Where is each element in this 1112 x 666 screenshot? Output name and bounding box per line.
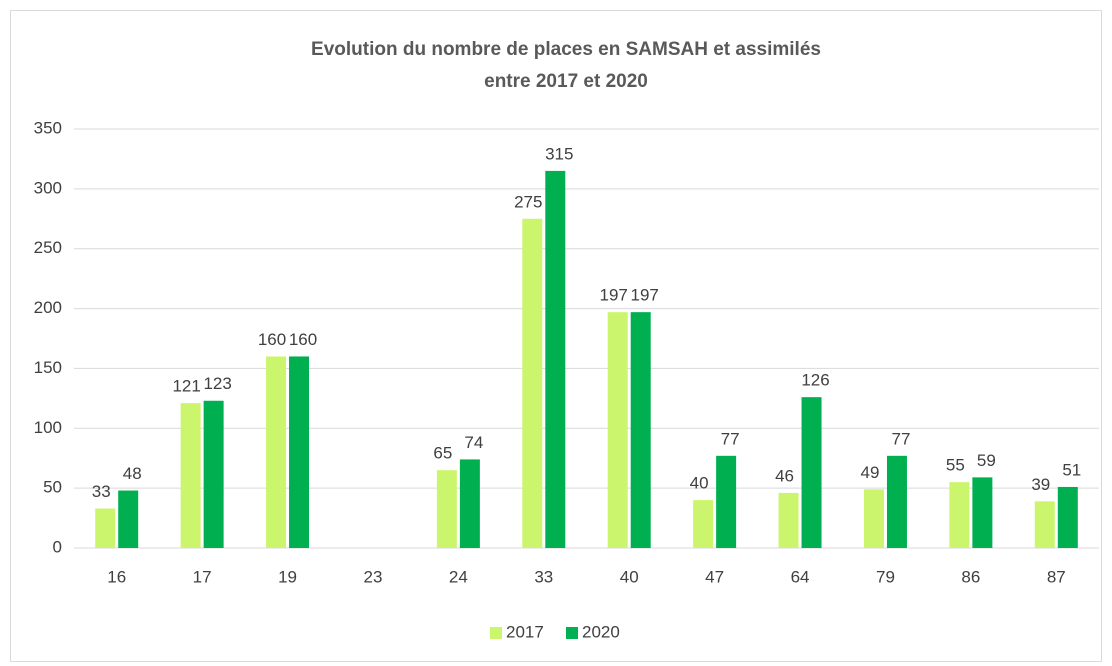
data-label: 39 xyxy=(1031,475,1050,494)
data-label: 197 xyxy=(600,286,628,305)
bar xyxy=(289,356,310,548)
data-label: 33 xyxy=(92,482,111,501)
data-label: 160 xyxy=(258,330,286,349)
data-label: 59 xyxy=(977,451,996,470)
data-label: 74 xyxy=(464,433,483,452)
y-tick-label: 200 xyxy=(34,298,62,317)
data-label: 160 xyxy=(289,330,317,349)
bar xyxy=(863,489,884,548)
x-tick-label: 17 xyxy=(193,567,212,586)
bar xyxy=(949,482,970,548)
data-label: 77 xyxy=(891,429,910,448)
legend-label: 2020 xyxy=(582,622,620,641)
bar xyxy=(118,490,139,548)
bar xyxy=(522,218,543,549)
x-tick-label: 86 xyxy=(961,567,980,586)
y-tick-label: 100 xyxy=(34,418,62,437)
legend-label: 2017 xyxy=(506,622,544,641)
data-label: 275 xyxy=(514,192,542,211)
x-tick-label: 33 xyxy=(534,567,553,586)
bar xyxy=(266,356,287,548)
data-label: 40 xyxy=(690,474,709,493)
x-tick-label: 47 xyxy=(705,567,724,586)
data-label: 65 xyxy=(433,444,452,463)
chart-title: entre 2017 et 2020 xyxy=(484,71,648,92)
bar xyxy=(801,397,822,548)
bar xyxy=(95,508,116,548)
x-tick-label: 23 xyxy=(363,567,382,586)
data-label: 55 xyxy=(946,456,965,475)
bar xyxy=(778,492,799,548)
data-label: 51 xyxy=(1062,460,1081,479)
bar xyxy=(1034,501,1055,548)
data-label: 121 xyxy=(172,377,200,396)
y-tick-label: 300 xyxy=(34,178,62,197)
bar xyxy=(180,403,201,548)
data-label: 49 xyxy=(860,463,879,482)
bar xyxy=(1057,486,1078,548)
legend-swatch xyxy=(490,627,502,639)
x-tick-label: 87 xyxy=(1047,567,1066,586)
x-tick-label: 16 xyxy=(107,567,126,586)
data-label: 315 xyxy=(545,144,573,163)
y-tick-label: 0 xyxy=(53,537,62,556)
y-tick-label: 250 xyxy=(34,238,62,257)
data-label: 123 xyxy=(203,374,231,393)
bar xyxy=(972,477,993,548)
bar xyxy=(630,312,651,548)
bar xyxy=(436,470,457,548)
y-tick-label: 150 xyxy=(34,358,62,377)
legend-swatch xyxy=(566,627,578,639)
bar xyxy=(545,170,566,548)
bar xyxy=(459,459,480,548)
y-tick-label: 350 xyxy=(34,118,62,137)
bar xyxy=(886,455,907,548)
y-tick-label: 50 xyxy=(43,478,62,497)
x-tick-label: 40 xyxy=(620,567,639,586)
data-label: 48 xyxy=(123,464,142,483)
data-label: 77 xyxy=(721,429,740,448)
chart-title: Evolution du nombre de places en SAMSAH … xyxy=(311,39,821,60)
data-label: 197 xyxy=(631,286,659,305)
x-tick-label: 24 xyxy=(449,567,468,586)
x-tick-label: 64 xyxy=(791,567,810,586)
data-label: 46 xyxy=(775,466,794,485)
x-tick-label: 79 xyxy=(876,567,895,586)
bar xyxy=(693,500,714,548)
x-tick-label: 19 xyxy=(278,567,297,586)
bar xyxy=(716,455,737,548)
bar xyxy=(203,400,224,548)
bar xyxy=(607,312,628,548)
data-label: 126 xyxy=(801,371,829,390)
